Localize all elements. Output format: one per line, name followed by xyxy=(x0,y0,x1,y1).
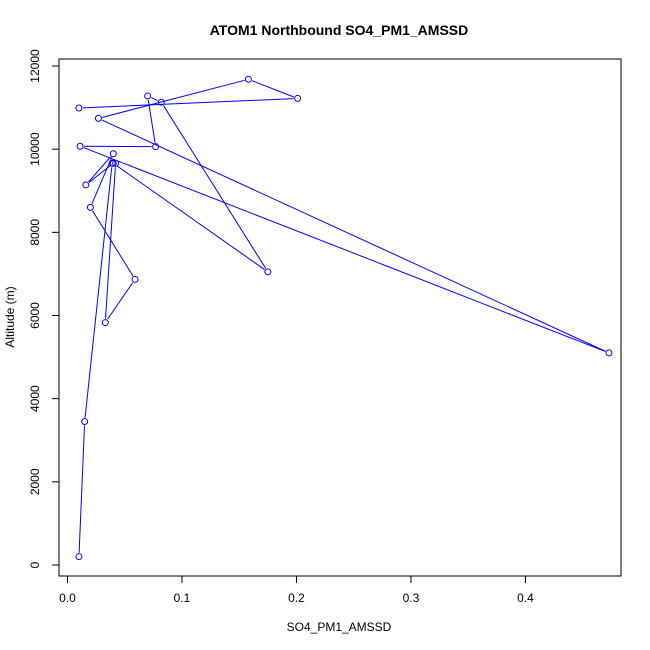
y-tick-label: 8000 xyxy=(28,219,42,246)
series-line-segment xyxy=(82,98,294,109)
data-point xyxy=(244,75,252,83)
plot-frame xyxy=(58,58,622,577)
data-point xyxy=(294,94,302,102)
series-line-segment xyxy=(88,165,111,183)
data-point xyxy=(101,319,109,327)
y-axis: 0 2000 4000 6000 8000 10000 12000 xyxy=(28,49,60,568)
x-tick-label: 0.0 xyxy=(59,591,76,605)
data-point xyxy=(131,275,139,283)
y-tick-label: 4000 xyxy=(28,385,42,412)
series-line-segment xyxy=(83,147,606,352)
y-axis-label: Altitude (m) xyxy=(3,286,17,347)
data-series xyxy=(75,75,613,561)
series-line-segment xyxy=(107,282,134,320)
series-line-segment xyxy=(251,80,295,98)
y-tick-label: 0 xyxy=(28,561,42,568)
series-line-segment xyxy=(84,167,113,418)
series-line-segment xyxy=(91,157,113,204)
x-tick-label: 0.3 xyxy=(403,591,420,605)
data-point xyxy=(81,418,89,426)
series-line-segment xyxy=(78,425,86,553)
data-point xyxy=(264,268,272,276)
y-tick-label: 2000 xyxy=(28,468,42,495)
data-point xyxy=(75,104,83,112)
series-line-segment xyxy=(163,105,267,269)
series-line-segment xyxy=(102,79,245,118)
y-tick-label: 12000 xyxy=(28,49,42,83)
series-line-segment xyxy=(116,165,265,270)
x-tick-label: 0.4 xyxy=(517,591,534,605)
y-tick-label: 10000 xyxy=(28,132,42,166)
x-tick-label: 0.2 xyxy=(288,591,305,605)
series-line-segment xyxy=(147,99,156,143)
data-point xyxy=(109,150,117,158)
series-line-segment xyxy=(151,97,158,101)
data-point xyxy=(109,159,117,167)
y-tick-label: 6000 xyxy=(28,302,42,329)
data-point xyxy=(76,142,84,150)
series-line-segment xyxy=(92,210,134,277)
data-point xyxy=(75,553,83,561)
data-point xyxy=(94,114,102,122)
x-axis: 0.0 0.1 0.2 0.3 0.4 xyxy=(59,575,534,605)
data-point xyxy=(82,181,90,189)
series-line-segment xyxy=(88,156,112,183)
data-point xyxy=(86,203,94,211)
series-line-segment xyxy=(105,167,116,319)
series-line-segment xyxy=(101,119,606,352)
data-point xyxy=(605,349,613,357)
data-point xyxy=(157,98,165,106)
x-tick-label: 0.1 xyxy=(174,591,191,605)
chart-title: ATOM1 Northbound SO4_PM1_AMSSD xyxy=(210,22,469,38)
data-point xyxy=(144,92,152,100)
data-point xyxy=(112,159,120,167)
x-axis-label: SO4_PM1_AMSSD xyxy=(287,620,392,634)
data-point xyxy=(152,143,160,151)
